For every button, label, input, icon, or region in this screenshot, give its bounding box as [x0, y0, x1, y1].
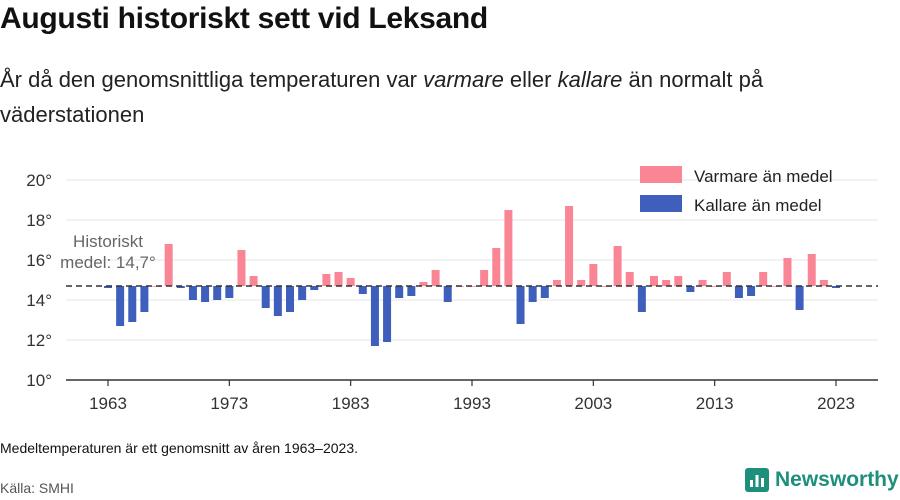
bar-1963 — [104, 286, 112, 288]
bar-2015 — [734, 286, 743, 298]
bar-2017 — [759, 272, 768, 286]
bar-2008 — [650, 276, 658, 286]
bar-1999 — [540, 286, 549, 298]
bar-1996 — [504, 210, 513, 286]
bar-2016 — [747, 286, 756, 296]
bar-2018 — [771, 286, 780, 287]
bar-2009 — [662, 280, 671, 286]
bar-1966 — [140, 286, 149, 312]
x-tick-label: 1963 — [89, 394, 127, 413]
bar-1986 — [383, 286, 392, 342]
bar-2003 — [589, 264, 598, 286]
bar-1981 — [322, 274, 331, 286]
bar-2004 — [601, 286, 610, 287]
bar-1969 — [176, 286, 185, 288]
baseline-label-line-1: Historiskt — [73, 232, 143, 251]
source-credit: Källa: SMHI — [0, 480, 74, 496]
legend-swatch-warm — [640, 166, 682, 183]
bar-1984 — [358, 286, 367, 294]
bar-1994 — [480, 270, 489, 286]
bar-chart: 10° 12° 14° 16° 18° 20° 1963 1973 1983 1993 2003 20… — [26, 166, 878, 413]
x-tick-label: 1993 — [453, 394, 491, 413]
legend-label-cold: Kallare än medel — [694, 196, 822, 215]
bar-2002 — [577, 280, 586, 286]
subtitle-part-1: År då den genomsnittliga temperaturen va… — [0, 67, 424, 92]
bar-1978 — [286, 286, 294, 312]
y-tick-label: 18° — [26, 211, 52, 230]
bar-1997 — [516, 286, 525, 324]
bar-1980 — [310, 286, 319, 290]
bar-2012 — [698, 280, 707, 286]
bar-2005 — [613, 246, 622, 286]
legend: Varmare än medel Kallare än medel — [640, 166, 833, 215]
y-tick-label: 10° — [26, 371, 52, 390]
x-tick-label: 1983 — [332, 394, 370, 413]
x-tick-label: 1973 — [210, 394, 248, 413]
bar-1964 — [116, 286, 125, 326]
subtitle-warm-word: varmare — [423, 67, 504, 92]
legend-swatch-cold — [640, 195, 682, 212]
bar-1971 — [201, 286, 210, 302]
bar-1990 — [431, 270, 440, 286]
bar-2010 — [674, 276, 683, 286]
baseline-label: Historiskt medel: 14,7° — [60, 232, 156, 272]
baseline-label-line-2: medel: 14,7° — [60, 253, 156, 272]
bar-2006 — [625, 272, 634, 286]
y-tick-label: 14° — [26, 291, 52, 310]
bar-1998 — [528, 286, 537, 302]
x-tick-label: 2023 — [817, 394, 855, 413]
legend-label-warm: Varmare än medel — [694, 167, 833, 186]
bar-2023 — [832, 286, 840, 288]
bar-1983 — [346, 278, 355, 286]
axes: 10° 12° 14° 16° 18° 20° 1963 1973 1983 1993 2003 20… — [26, 171, 878, 413]
chart-title: Augusti historiskt sett vid Leksand — [0, 2, 488, 35]
subtitle-part-3: än normalt på väderstationen — [0, 67, 764, 127]
bar-1991 — [443, 286, 452, 302]
bar-1982 — [334, 272, 343, 286]
bar-1972 — [213, 286, 222, 300]
bar-1973 — [225, 286, 234, 298]
bar-1987 — [395, 286, 404, 298]
y-tick-label: 16° — [26, 251, 52, 270]
subtitle-cold-word: kallare — [557, 67, 623, 92]
bar-1977 — [273, 286, 282, 316]
y-tick-label: 12° — [26, 331, 52, 350]
bar-2019 — [783, 258, 792, 286]
y-tick-label: 20° — [26, 171, 52, 190]
bar-1976 — [261, 286, 270, 308]
bar-2007 — [637, 286, 646, 312]
bar-2001 — [565, 206, 574, 286]
bar-1985 — [370, 286, 379, 346]
bar-2011 — [686, 286, 695, 292]
bar-1970 — [188, 286, 197, 300]
brand-name: Newsworthy — [775, 468, 899, 491]
x-tick-label: 2003 — [574, 394, 612, 413]
bar-1995 — [492, 248, 501, 286]
bar-1989 — [419, 282, 428, 286]
bars — [104, 206, 840, 346]
x-tick-label: 2013 — [696, 394, 734, 413]
bar-2020 — [795, 286, 804, 310]
bar-2022 — [819, 280, 828, 286]
bar-2021 — [807, 254, 816, 286]
chart-subtitle: År då den genomsnittliga temperaturen va… — [0, 62, 860, 132]
bar-1975 — [249, 276, 258, 286]
bar-1965 — [128, 286, 137, 322]
bar-2013 — [710, 286, 719, 287]
bar-1968 — [164, 244, 173, 286]
gridlines — [66, 179, 878, 341]
newsworthy-logo-icon — [745, 468, 769, 492]
bar-2000 — [552, 280, 561, 286]
subtitle-part-2: eller — [503, 67, 558, 92]
bar-2014 — [722, 272, 731, 286]
brand-logo[interactable]: Newsworthy — [745, 468, 899, 492]
bar-1974 — [237, 250, 246, 286]
bar-1979 — [298, 286, 307, 300]
bar-1988 — [407, 286, 416, 296]
footnote: Medeltemperaturen är ett genomsnitt av å… — [0, 440, 359, 456]
